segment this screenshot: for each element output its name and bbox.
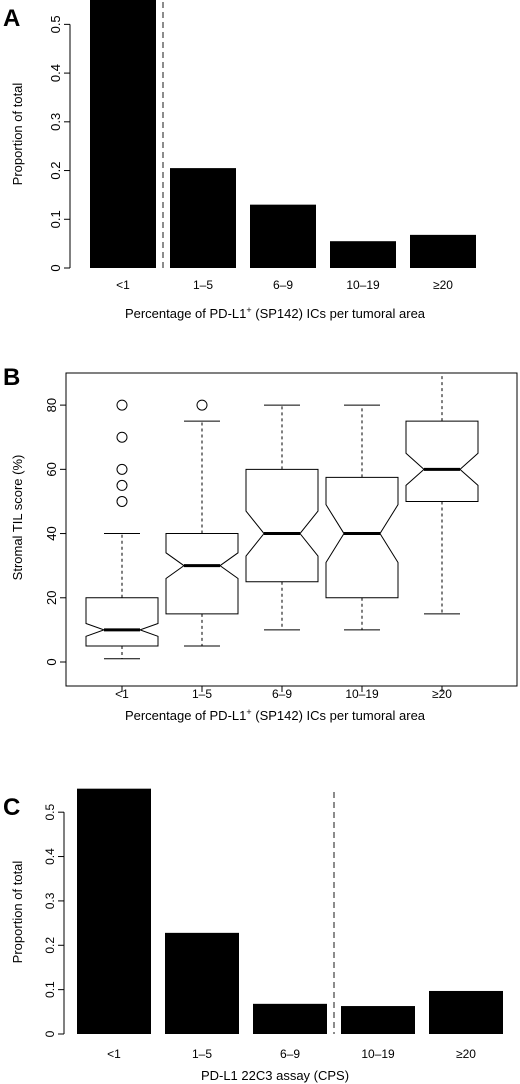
bar-0 [90, 0, 156, 268]
x-tick-label: 1–5 [193, 278, 213, 292]
box-4 [405, 372, 479, 615]
y-tick-label: 0.1 [48, 210, 63, 228]
plot-frame [65, 372, 518, 687]
outlier-point [196, 399, 208, 411]
y-tick-label: 40 [44, 526, 59, 540]
box-1 [165, 399, 239, 647]
outlier-point [116, 479, 128, 491]
y-tick-label: 0.5 [48, 15, 63, 33]
y-axis-title: Proportion of total [10, 83, 25, 186]
y-tick-label: 0.5 [43, 804, 57, 821]
x-tick-label: 10–19 [361, 1047, 395, 1061]
outlier-point [116, 399, 128, 411]
x-tick-label: <1 [116, 278, 130, 292]
y-axis-title: Proportion of total [10, 861, 25, 964]
x-tick-label: ≥20 [456, 1047, 476, 1061]
x-axis-title: Percentage of PD-L1+ (SP142) ICs per tum… [125, 305, 426, 321]
y-tick-label: 0 [43, 1030, 57, 1037]
panel-letter-C: C [3, 794, 20, 821]
y-tick-label: 0.3 [48, 113, 63, 131]
bar-0 [77, 788, 151, 1034]
x-tick-label: 1–5 [192, 687, 212, 701]
y-tick-label: 0.1 [43, 981, 57, 998]
y-tick-label: 0.2 [48, 162, 63, 180]
panel-letter-B: B [3, 364, 20, 391]
y-axis-title: Stromal TIL score (%) [10, 455, 25, 581]
y-tick-label: 0 [48, 264, 63, 271]
x-tick-label: 6–9 [272, 687, 292, 701]
panel-letter-A: A [3, 5, 20, 32]
x-tick-label: ≥20 [432, 687, 452, 701]
bar-4 [410, 234, 476, 268]
outlier-point [116, 463, 128, 475]
bar-4 [429, 990, 503, 1034]
y-tick-label: 0.3 [43, 892, 57, 909]
bar-3 [341, 1006, 415, 1034]
box-2 [245, 404, 319, 631]
x-tick-label: <1 [115, 687, 129, 701]
notched-box [325, 476, 399, 599]
bar-1 [165, 932, 239, 1034]
x-tick-label: 1–5 [192, 1047, 212, 1061]
y-tick-label: 0 [44, 658, 59, 665]
x-axis-title: PD-L1 22C3 assay (CPS) [201, 1068, 349, 1083]
y-tick-label: 60 [44, 462, 59, 476]
bar-3 [330, 241, 396, 268]
y-tick-label: 80 [44, 398, 59, 412]
y-tick-label: 0.2 [43, 937, 57, 954]
notched-box [85, 597, 159, 647]
notched-box [245, 468, 319, 583]
x-tick-label: 6–9 [273, 278, 293, 292]
outlier-point [116, 431, 128, 443]
notched-box [165, 533, 239, 615]
x-tick-label: <1 [107, 1047, 121, 1061]
x-tick-label: 10–19 [346, 278, 380, 292]
x-tick-label: 10–19 [345, 687, 379, 701]
bar-1 [170, 168, 236, 268]
y-tick-label: 20 [44, 591, 59, 605]
bar-2 [253, 1003, 327, 1034]
x-tick-label: ≥20 [433, 278, 453, 292]
outlier-point [116, 495, 128, 507]
notched-box [405, 420, 479, 502]
x-tick-label: 6–9 [280, 1047, 300, 1061]
y-tick-label: 0.4 [48, 64, 63, 82]
box-0 [85, 399, 159, 660]
bar-2 [250, 204, 316, 268]
y-tick-label: 0.4 [43, 848, 57, 865]
x-axis-title: Percentage of PD-L1+ (SP142) ICs per tum… [125, 707, 426, 723]
box-3 [325, 404, 399, 631]
